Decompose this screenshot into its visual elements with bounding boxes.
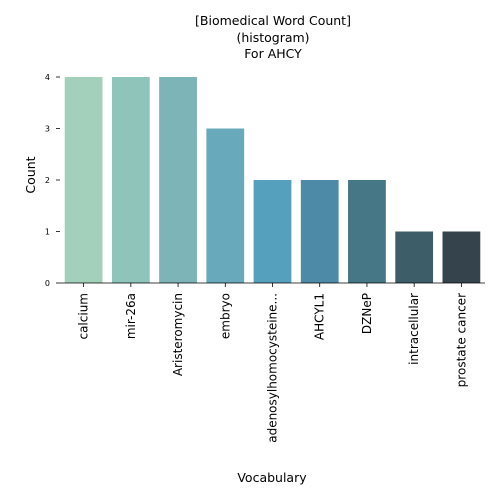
y-tick-label: 2	[45, 176, 50, 185]
bar-mir-26a	[111, 77, 150, 283]
y-tick-label: 1	[45, 228, 50, 237]
y-tick-label: 4	[45, 73, 50, 82]
x-axis: calcium mir-26a Aristeromycin embryo adenosy…	[60, 282, 485, 443]
x-tick-label: prostate cancer	[454, 293, 468, 387]
x-tick-label: mir-26a	[124, 293, 138, 339]
bar-dznep	[348, 180, 386, 283]
y-tick-label: 0	[45, 279, 50, 288]
bar-adenosylhomocysteine	[253, 180, 292, 283]
x-tick-label: intracellular	[407, 293, 421, 365]
bars-group	[64, 77, 481, 283]
y-axis: 0 1 2 3 4	[45, 73, 60, 288]
x-tick-label: AHCYL1	[313, 293, 327, 340]
bar-calcium	[64, 77, 103, 283]
x-tick-label: adenosylhomocysteine...	[266, 293, 280, 443]
x-tick-label: calcium	[77, 293, 91, 340]
bar-ahcyl1	[300, 180, 339, 283]
x-axis-label: Vocabulary	[237, 470, 307, 485]
x-tick-label: DZNeP	[360, 293, 374, 334]
x-tick-label: Aristeromycin	[171, 293, 185, 376]
chart-title-line-3: For AHCY	[244, 46, 302, 61]
bar-embryo	[206, 128, 245, 283]
x-tick-label: embryo	[218, 293, 232, 339]
bar-prostate-cancer	[442, 231, 481, 283]
bar-intracellular	[395, 231, 434, 283]
y-tick-label: 3	[45, 125, 50, 134]
y-axis-label: Count	[23, 156, 38, 193]
chart-title-line-2: (histogram)	[236, 30, 309, 45]
bar-aristeromycin	[159, 77, 197, 283]
chart-title-line-1: [Biomedical Word Count]	[195, 13, 351, 28]
